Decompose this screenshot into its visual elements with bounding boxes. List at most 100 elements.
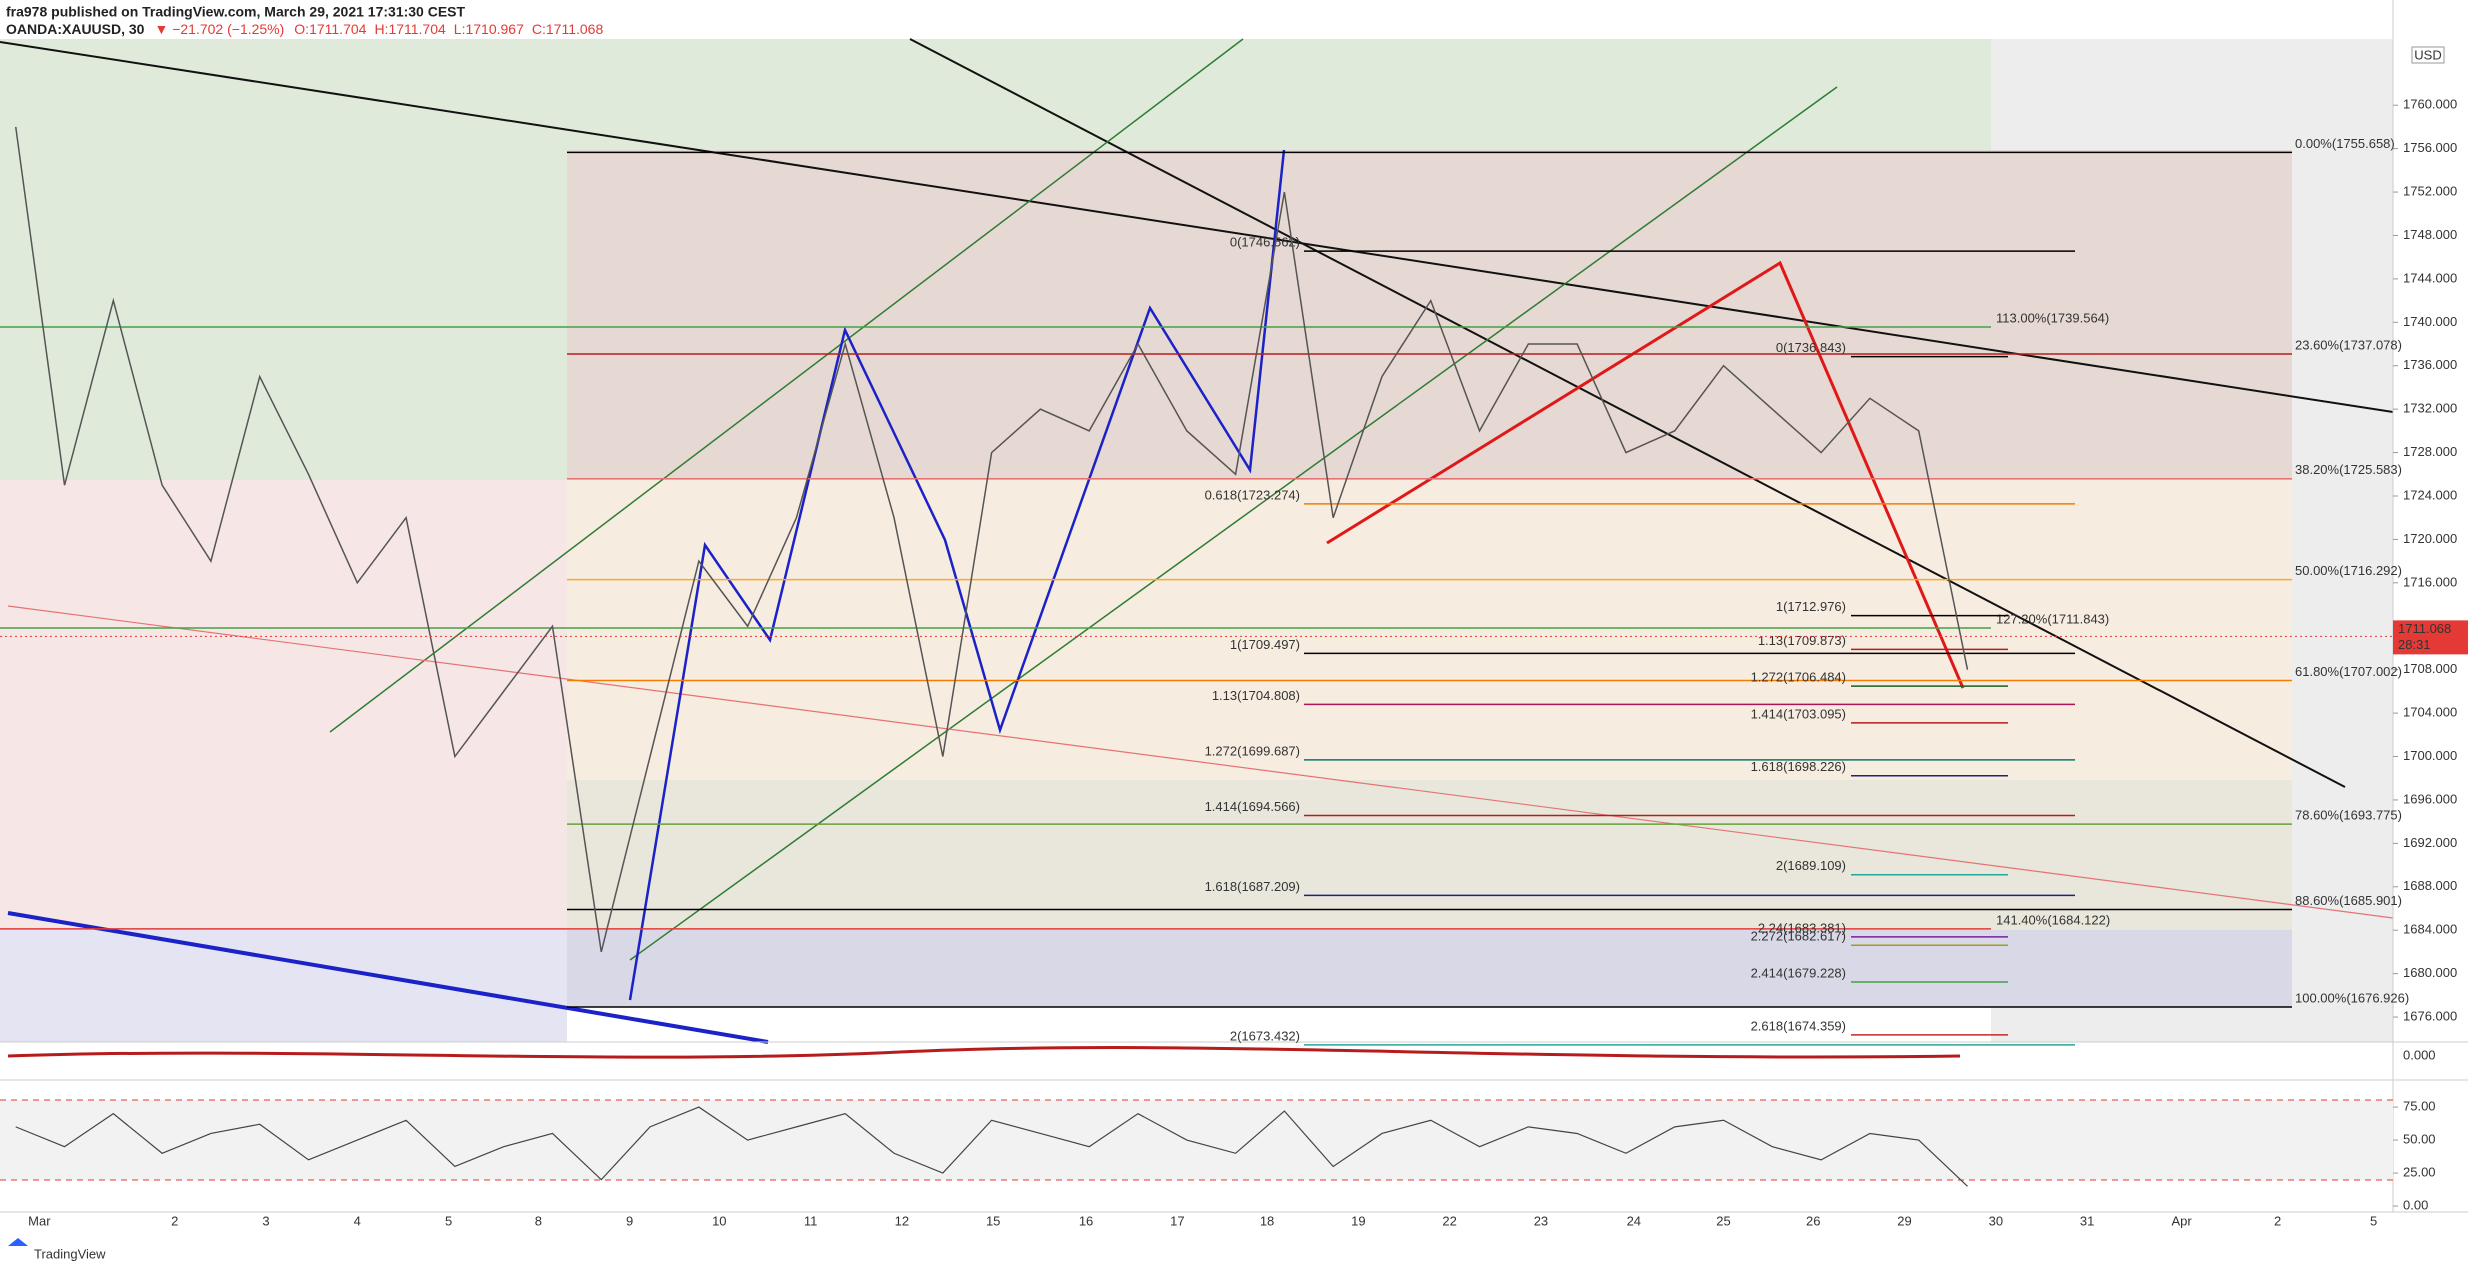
last-price-box <box>2393 620 2468 655</box>
x-tick-label: Apr <box>2171 1213 2192 1228</box>
oscillator-line <box>7 1046 1961 1059</box>
y-tick-label: 1744.000 <box>2403 270 2457 285</box>
trendline <box>909 38 2346 788</box>
x-tick-label: 26 <box>1806 1213 1820 1228</box>
ohlc: O:1711.704 <box>294 21 366 37</box>
fib-label: 2(1689.109) <box>1776 858 1846 873</box>
fib-label: 141.40%(1684.122) <box>1996 912 2110 927</box>
y-tick-label: 1732.000 <box>2403 401 2457 416</box>
x-tick-label: 2 <box>171 1213 178 1228</box>
trendline <box>0 41 2394 413</box>
x-tick-label: 29 <box>1897 1213 1911 1228</box>
y-tick-label: 1684.000 <box>2403 922 2457 937</box>
y-tick-label: 1688.000 <box>2403 878 2457 893</box>
y-tick-label: 1736.000 <box>2403 357 2457 372</box>
x-tick-label: 24 <box>1627 1213 1641 1228</box>
x-tick-label: 5 <box>445 1213 452 1228</box>
x-tick-label: Mar <box>28 1213 51 1228</box>
last-price: 1711.068 <box>2398 621 2451 636</box>
x-tick-label: 10 <box>712 1213 726 1228</box>
change: ▼ −21.702 (−1.25%) <box>154 21 284 37</box>
ohlc: H:1711.704 <box>374 21 446 37</box>
symbol: OANDA:XAUUSD, 30 <box>6 21 145 37</box>
y-tick-label: 1696.000 <box>2403 791 2457 806</box>
fib-label: 2(1673.432) <box>1230 1028 1300 1043</box>
fib-label: 1.414(1694.566) <box>1205 799 1300 814</box>
trendline <box>7 911 769 1044</box>
x-tick-label: 12 <box>895 1213 909 1228</box>
fib-zone-mid <box>567 480 2292 780</box>
fib-label: 0(1746.562) <box>1230 235 1300 250</box>
fib-label: 1(1709.497) <box>1230 637 1300 652</box>
rsi-band <box>0 1100 2393 1180</box>
y-tick-label: 1680.000 <box>2403 965 2457 980</box>
y-tick-label: 1716.000 <box>2403 574 2457 589</box>
fib-zone-bottom <box>567 930 2292 1007</box>
fib-label: 1.272(1706.484) <box>1751 670 1846 685</box>
y-tick-label: 1740.000 <box>2403 314 2457 329</box>
y-tick-label: 1704.000 <box>2403 705 2457 720</box>
fib-label: 100.00%(1676.926) <box>2295 990 2409 1005</box>
x-tick-label: 19 <box>1351 1213 1365 1228</box>
x-tick-label: 23 <box>1534 1213 1548 1228</box>
fib-label: 0.618(1723.274) <box>1205 487 1300 502</box>
fib-label: 0.00%(1755.658) <box>2295 136 2395 151</box>
fib-label: 50.00%(1716.292) <box>2295 563 2402 578</box>
y-tick-label: 1708.000 <box>2403 661 2457 676</box>
x-tick-label: 16 <box>1079 1213 1093 1228</box>
y-tick-label: 1700.000 <box>2403 748 2457 763</box>
x-tick-label: 2 <box>2274 1213 2281 1228</box>
symbol-line: OANDA:XAUUSD, 30 ▼ −21.702 (−1.25%) O:1711… <box>6 21 603 37</box>
rsi-tick-label: 25.00 <box>2403 1165 2436 1180</box>
y-tick-label: 1760.000 <box>2403 97 2457 112</box>
x-tick-label: 4 <box>354 1213 361 1228</box>
fib-label: 61.80%(1707.002) <box>2295 664 2402 679</box>
fib-label: 1.13(1704.808) <box>1212 688 1300 703</box>
x-tick-label: 17 <box>1170 1213 1184 1228</box>
currency-box[interactable] <box>2411 46 2445 64</box>
fib-label: 1.618(1687.209) <box>1205 879 1300 894</box>
brand-logo <box>8 1238 28 1246</box>
y-tick-label: 1748.000 <box>2403 227 2457 242</box>
x-tick-label: 5 <box>2370 1213 2377 1228</box>
y-tick-label: 1692.000 <box>2403 835 2457 850</box>
fib-label: 2.24(1683.381) <box>1758 920 1846 935</box>
osc-tick-label: 0.000 <box>2403 1047 2436 1062</box>
wave-drawing <box>628 149 1286 1001</box>
trendline <box>7 605 2394 919</box>
y-tick-label: 1676.000 <box>2403 1008 2457 1023</box>
rsi-tick-label: 50.00 <box>2403 1132 2436 1147</box>
zone-lavender <box>0 928 567 1042</box>
y-tick-label: 1752.000 <box>2403 183 2457 198</box>
ohlc: L:1710.967 <box>454 21 524 37</box>
x-tick-label: 25 <box>1716 1213 1730 1228</box>
ohlc: C:1711.068 <box>532 21 604 37</box>
x-tick-label: 18 <box>1260 1213 1274 1228</box>
fib-label: 2.414(1679.228) <box>1751 965 1846 980</box>
fib-label: 0(1736.843) <box>1776 340 1846 355</box>
x-tick-label: 22 <box>1442 1213 1456 1228</box>
currency[interactable]: USD <box>2414 47 2441 62</box>
fib-label: 1.618(1698.226) <box>1751 759 1846 774</box>
x-tick-label: 30 <box>1989 1213 2003 1228</box>
fib-label: 127.20%(1711.843) <box>1996 611 2109 626</box>
y-tick-label: 1720.000 <box>2403 531 2457 546</box>
fib-label: 38.20%(1725.583) <box>2295 462 2402 477</box>
y-tick-label: 1724.000 <box>2403 487 2457 502</box>
fib-label: 23.60%(1737.078) <box>2295 337 2402 352</box>
x-tick-label: 9 <box>626 1213 633 1228</box>
fib-zone-low <box>567 780 2292 930</box>
brand: TradingView <box>34 1246 106 1261</box>
x-tick-label: 8 <box>535 1213 542 1228</box>
fib-label: 113.00%(1739.564) <box>1996 310 2109 325</box>
fib-zone-top <box>567 150 2292 480</box>
fib-label: 88.60%(1685.901) <box>2295 893 2402 908</box>
fib-label: 1(1712.976) <box>1776 599 1846 614</box>
rsi-tick-label: 75.00 <box>2403 1099 2436 1114</box>
zone-pink <box>0 480 567 928</box>
fib-label: 1.414(1703.095) <box>1751 706 1846 721</box>
x-tick-label: 15 <box>986 1213 1000 1228</box>
fib-label: 1.272(1699.687) <box>1205 743 1300 758</box>
x-tick-label: 31 <box>2080 1213 2094 1228</box>
